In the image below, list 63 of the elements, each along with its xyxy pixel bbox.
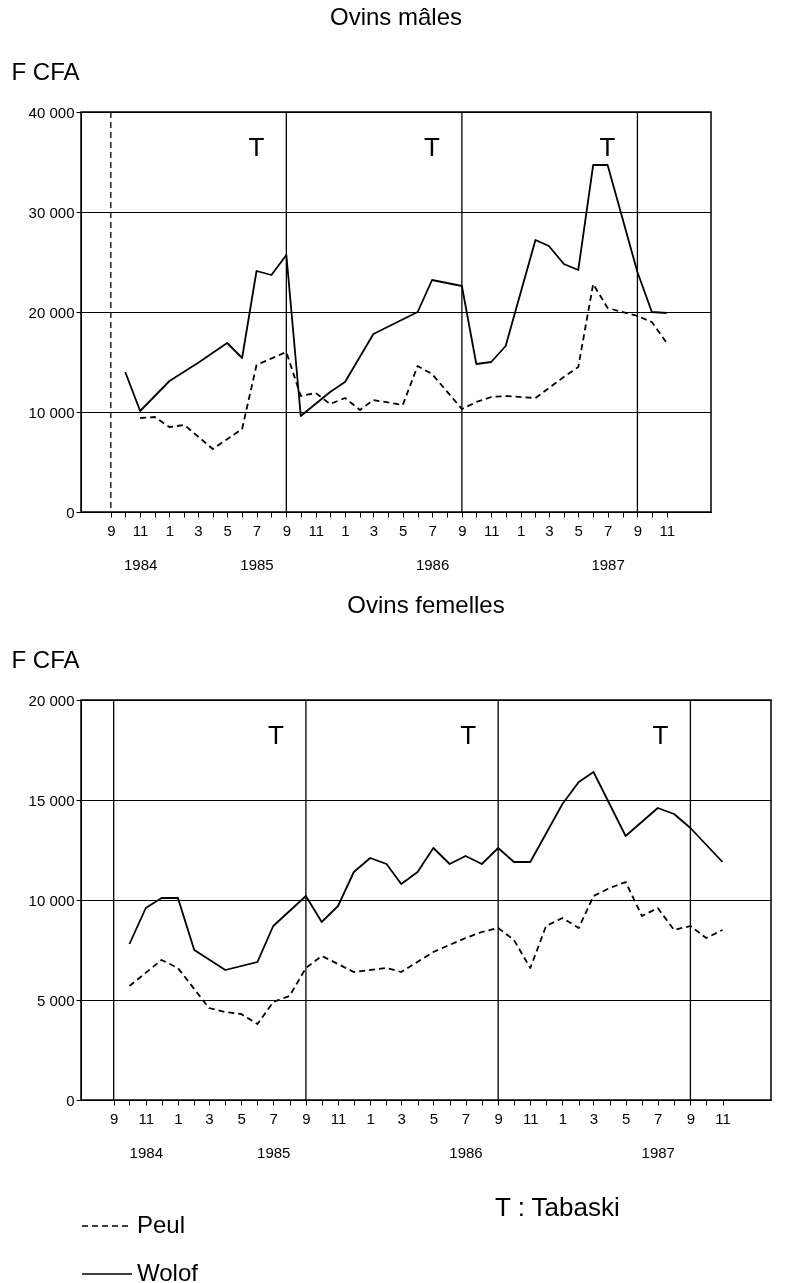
x-tick-label: 11 <box>659 521 676 539</box>
x-tick-label: 7 1986 <box>449 1109 483 1161</box>
x-tick-label: 9 <box>109 1109 119 1127</box>
x-tick-label: 11 1984 <box>123 521 158 573</box>
x-tick-label: 7 1985 <box>240 521 274 573</box>
x-tick-label: 1 <box>366 1109 375 1127</box>
x-tick-label: 3 <box>194 521 203 539</box>
y-tick-label: 0 <box>66 1091 75 1109</box>
x-tick-label: 7 1987 <box>591 521 625 573</box>
y-tick-label: 30 000 <box>28 203 75 221</box>
x-tick-label: 11 <box>483 521 500 539</box>
y-tick-label: 20 000 <box>28 691 75 709</box>
x-tick-label: 1 <box>165 521 175 539</box>
x-tick-label: 9 <box>686 1109 696 1127</box>
x-tick-label: 5 <box>429 1109 439 1127</box>
x-tick-label: 11 <box>330 1109 347 1127</box>
ref-line-label: T <box>268 720 285 750</box>
x-tick-label: 3 <box>397 1109 406 1127</box>
x-tick-label: 3 <box>545 521 554 539</box>
x-tick-label: 7 1987 <box>641 1109 675 1161</box>
y-tick-label: 5 000 <box>36 991 75 1009</box>
x-tick-label: 5 <box>237 1109 246 1127</box>
x-tick-label: 9 <box>302 1109 311 1127</box>
x-tick-label: 1 <box>558 1109 568 1127</box>
y-axis-title: F CFA <box>11 57 80 85</box>
x-tick-label: 3 <box>205 1109 214 1127</box>
x-tick-label: 1 <box>516 521 526 539</box>
x-tick-label: 3 <box>589 1109 599 1127</box>
x-tick-label: 9 <box>107 521 116 539</box>
x-tick-label: 3 <box>369 521 379 539</box>
x-tick-label: 7 1986 <box>415 521 450 573</box>
x-tick-label: 5 <box>399 521 408 539</box>
x-tick-label: 9 <box>458 521 467 539</box>
y-tick-label: 10 000 <box>28 403 75 421</box>
legend-label: Wolof <box>137 1259 199 1283</box>
y-axis-title: F CFA <box>11 645 80 673</box>
ref-line-label: T <box>248 132 265 162</box>
x-tick-label: 5 <box>574 521 583 539</box>
x-tick-label: 11 <box>308 521 324 539</box>
x-tick-label: 5 <box>621 1109 631 1127</box>
x-tick-label: 11 <box>523 1109 539 1127</box>
legend-label: Peul <box>137 1211 186 1238</box>
x-tick-label: 11 1984 <box>129 1109 163 1161</box>
y-tick-label: 20 000 <box>28 303 75 321</box>
y-tick-label: 0 <box>66 503 75 521</box>
x-tick-label: 7 1985 <box>257 1109 291 1161</box>
ref-line-label: T <box>423 132 440 162</box>
text: T : Tabaski <box>495 1192 620 1222</box>
ref-line-label: T <box>652 720 669 750</box>
y-tick-label: 15 000 <box>28 791 75 809</box>
x-tick-label: 9 <box>282 521 292 539</box>
chart-title: Ovins femelles <box>347 591 505 618</box>
ref-line-label: T <box>599 132 616 162</box>
y-tick-label: 10 000 <box>28 891 75 909</box>
y-tick-label: 40 000 <box>28 103 75 121</box>
x-tick-label: 1 <box>174 1109 183 1127</box>
x-tick-label: 9 <box>633 521 643 539</box>
chart-title: Ovins mâles <box>329 3 463 30</box>
x-tick-label: 5 <box>223 521 232 539</box>
x-tick-label: 9 <box>494 1109 503 1127</box>
ref-line-label: T <box>460 720 477 750</box>
x-tick-label: 11 <box>715 1109 731 1127</box>
x-tick-label: 1 <box>341 521 350 539</box>
